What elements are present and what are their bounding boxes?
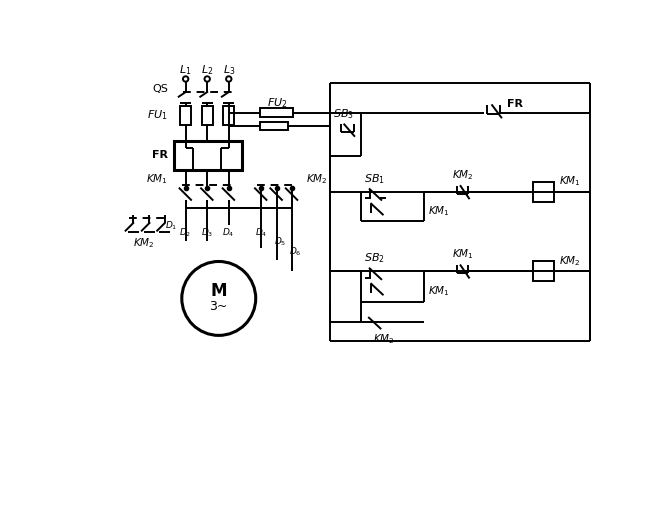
Text: FR: FR	[507, 99, 523, 109]
Text: $FU_1$: $FU_1$	[147, 109, 168, 123]
Text: $KM_1$: $KM_1$	[146, 172, 168, 186]
Text: $KM_1$: $KM_1$	[428, 204, 450, 218]
Text: FR: FR	[152, 150, 168, 160]
Text: $KM_2$: $KM_2$	[559, 254, 580, 268]
Text: $L_3$: $L_3$	[223, 64, 235, 78]
Text: $KM_2$: $KM_2$	[373, 332, 395, 346]
Text: $KM_1$: $KM_1$	[452, 248, 474, 262]
Bar	[533, 182, 554, 202]
Text: $KM_1$: $KM_1$	[559, 175, 581, 188]
Text: $D_1$: $D_1$	[165, 219, 177, 232]
Bar	[533, 262, 554, 281]
Bar	[223, 106, 234, 125]
Text: $FU_2$: $FU_2$	[266, 96, 287, 110]
Text: $L_1$: $L_1$	[179, 64, 192, 78]
Text: $SB_2$: $SB_2$	[364, 251, 385, 265]
Text: $D_4$: $D_4$	[255, 227, 268, 239]
Text: $KM_1$: $KM_1$	[428, 284, 450, 298]
Text: $SB_1$: $SB_1$	[364, 172, 385, 186]
Text: $SB_3$: $SB_3$	[333, 108, 354, 121]
Bar	[260, 108, 293, 117]
Bar	[174, 141, 242, 170]
Bar	[260, 122, 288, 130]
Text: $L_2$: $L_2$	[201, 64, 213, 78]
Text: $KM_2$: $KM_2$	[306, 172, 327, 186]
Bar	[202, 106, 213, 125]
Text: 3~: 3~	[209, 300, 228, 313]
Text: $D_2$: $D_2$	[179, 227, 192, 239]
Text: QS: QS	[152, 84, 168, 94]
Text: $D_6$: $D_6$	[289, 246, 302, 258]
Text: $KM_2$: $KM_2$	[132, 236, 154, 250]
Text: M: M	[211, 282, 227, 300]
Text: $D_3$: $D_3$	[201, 227, 213, 239]
Text: $KM_2$: $KM_2$	[452, 169, 474, 182]
Text: $D_5$: $D_5$	[274, 236, 287, 249]
Text: $D_4$: $D_4$	[223, 227, 235, 239]
Bar	[180, 106, 191, 125]
